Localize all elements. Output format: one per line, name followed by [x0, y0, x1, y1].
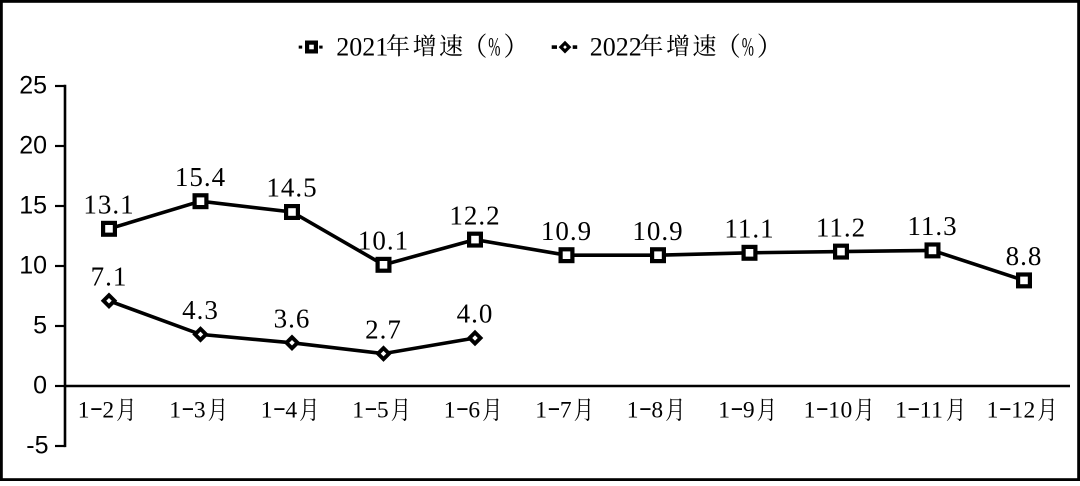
- svg-text:6: 6: [468, 398, 480, 424]
- svg-text:1: 1: [78, 398, 90, 424]
- svg-text:0: 0: [33, 372, 47, 400]
- svg-text:15: 15: [19, 192, 47, 220]
- svg-text:1: 1: [718, 398, 730, 424]
- svg-text:15.4: 15.4: [175, 162, 226, 192]
- svg-text:2.7: 2.7: [365, 314, 402, 344]
- svg-text:1: 1: [535, 398, 547, 424]
- svg-text:1: 1: [261, 398, 273, 424]
- svg-text:12: 12: [1011, 398, 1036, 424]
- svg-text:3.6: 3.6: [274, 304, 311, 334]
- svg-text:1: 1: [444, 398, 456, 424]
- svg-text:11.3: 11.3: [907, 211, 957, 241]
- svg-text:2: 2: [102, 398, 114, 424]
- svg-text:1: 1: [895, 398, 907, 424]
- svg-text:8.8: 8.8: [1006, 241, 1043, 271]
- svg-text:7: 7: [560, 398, 572, 424]
- svg-text:11.2: 11.2: [816, 212, 866, 242]
- svg-text:9: 9: [743, 398, 755, 424]
- svg-text:1: 1: [987, 398, 999, 424]
- svg-text:1: 1: [627, 398, 639, 424]
- svg-text:%: %: [488, 33, 500, 62]
- svg-text:2022: 2022: [590, 33, 642, 62]
- svg-text:3: 3: [194, 398, 206, 424]
- svg-text:1: 1: [352, 398, 364, 424]
- svg-text:10: 10: [19, 252, 47, 280]
- svg-text:10.1: 10.1: [358, 226, 409, 256]
- svg-text:4.0: 4.0: [457, 299, 494, 329]
- svg-text:14.5: 14.5: [266, 173, 317, 203]
- svg-text:5: 5: [377, 398, 389, 424]
- svg-text:1: 1: [804, 398, 816, 424]
- svg-text:-5: -5: [26, 432, 48, 460]
- svg-text:10: 10: [828, 398, 853, 424]
- svg-text:25: 25: [19, 72, 47, 100]
- svg-text:13.1: 13.1: [83, 190, 134, 220]
- svg-text:10.9: 10.9: [632, 216, 683, 246]
- svg-text:%: %: [742, 33, 754, 62]
- svg-text:11: 11: [920, 398, 944, 424]
- svg-text:10.9: 10.9: [541, 216, 592, 246]
- svg-text:4.3: 4.3: [182, 295, 219, 325]
- svg-text:7.1: 7.1: [91, 262, 128, 292]
- svg-text:5: 5: [33, 312, 47, 340]
- svg-text:20: 20: [19, 132, 47, 160]
- svg-text:12.2: 12.2: [449, 200, 500, 230]
- svg-text:4: 4: [285, 398, 297, 424]
- svg-text:8: 8: [651, 398, 663, 424]
- svg-text:2021: 2021: [336, 33, 388, 62]
- svg-text:11.1: 11.1: [724, 214, 774, 244]
- svg-text:1: 1: [169, 398, 181, 424]
